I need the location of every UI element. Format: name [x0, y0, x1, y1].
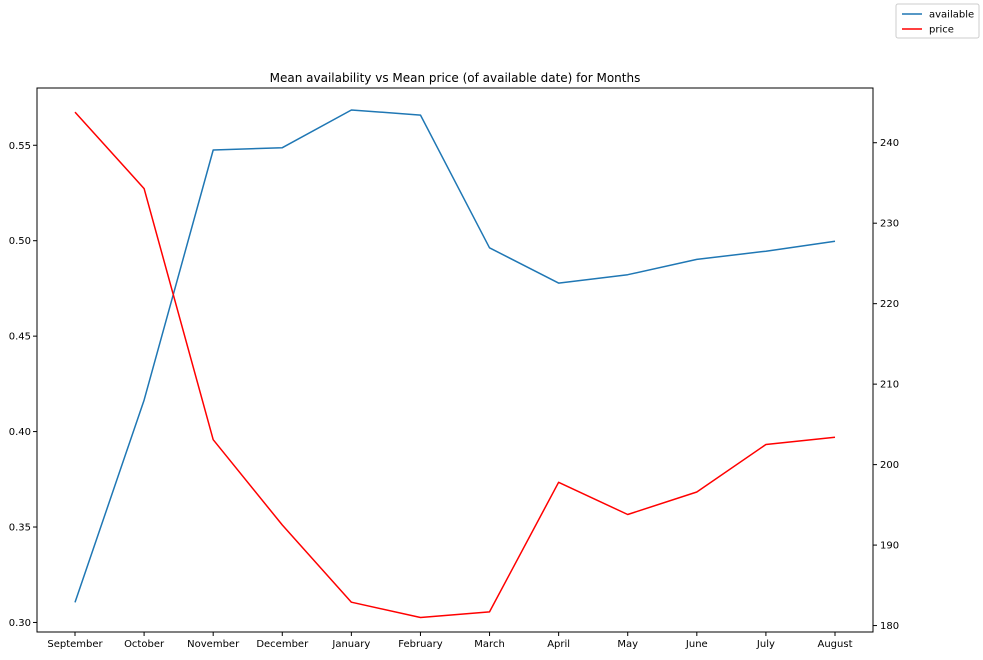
axes: September October November December January F… — [9, 138, 899, 650]
legend-label-available: available — [929, 10, 974, 21]
y2-tick-label: 210 — [880, 380, 899, 391]
x-tick-label: February — [398, 639, 442, 650]
y2-tick-label: 190 — [880, 541, 899, 552]
x-tick-label: August — [818, 639, 853, 650]
y-tick-label: 0.45 — [9, 332, 31, 343]
y-tick-label: 0.55 — [9, 141, 31, 152]
x-tick-label: June — [685, 639, 708, 650]
x-tick-label: September — [47, 639, 103, 650]
series-layer — [74, 109, 836, 619]
x-tick-label: October — [124, 639, 165, 650]
y2-tick-label: 220 — [880, 299, 899, 310]
series-line-available — [74, 109, 836, 603]
x-tick-label: March — [474, 639, 504, 650]
y2-tick-label: 180 — [880, 621, 899, 632]
legend: available price — [895, 3, 980, 39]
y-tick-label: 0.35 — [9, 523, 31, 534]
series-line-price — [74, 111, 836, 619]
chart-title: Mean availability vs Mean price (of avai… — [270, 71, 641, 85]
x-tick-label: December — [256, 639, 309, 650]
legend-label-price: price — [929, 25, 954, 36]
x-tick-label: July — [756, 639, 775, 650]
x-tick-label: January — [331, 639, 370, 650]
y2-tick-label: 240 — [880, 138, 899, 149]
x-tick-label: May — [617, 639, 638, 650]
x-tick-label: April — [547, 639, 570, 650]
y2-tick-label: 200 — [880, 460, 899, 471]
y-tick-label: 0.50 — [9, 236, 31, 247]
x-tick-label: November — [187, 639, 240, 650]
y-tick-label: 0.30 — [9, 618, 31, 629]
y-tick-label: 0.40 — [9, 427, 31, 438]
plot-frame — [36, 87, 874, 633]
y2-tick-label: 230 — [880, 219, 899, 230]
